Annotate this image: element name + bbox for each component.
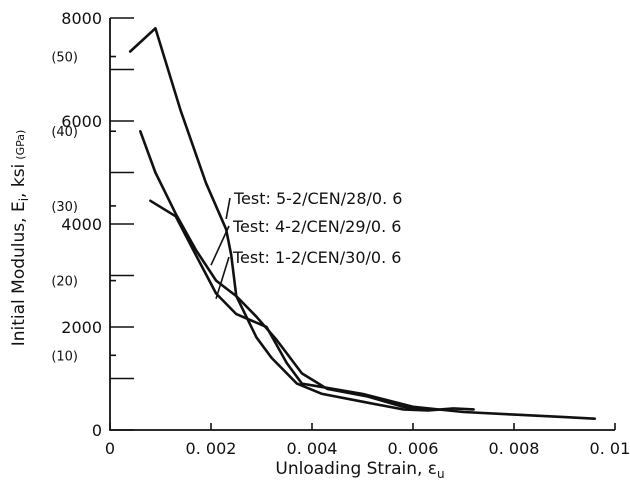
y-secondary-tick-label: (30) [51,200,78,215]
y-axis-title-unit: , ksi [9,164,29,198]
series-line-2 [139,130,430,411]
y-tick-label: 0 [92,421,102,440]
axes: 0 2000 4000 6000 8000 (10) (20) (30) (40) (50) 0 0.… [51,9,630,458]
y-axis-title-secondary-unit: (GPa) [14,130,27,160]
x-axis-title: Unloading Strain, εu [275,459,444,481]
series-line-1 [128,27,475,412]
x-tick-label: 0. 004 [287,439,338,458]
y-axis-title-sub: i [17,198,31,201]
x-tick-label: 0. 006 [388,439,439,458]
annotation-leader-1 [225,197,231,219]
annotation-label-3: Test: 1-2/CEN/30/0. 6 [232,248,401,267]
annotation-leader-2 [210,225,230,266]
annotation-layer: Test: 5-2/CEN/28/0. 6 Test: 4-2/CEN/29/0.… [210,189,402,299]
annotation-label-2: Test: 4-2/CEN/29/0. 6 [232,217,401,236]
x-axis-title-sub: u [437,467,445,481]
y-secondary-tick-label: (10) [51,349,78,364]
y-axis-title: Initial Modulus, Ei, ksi (GPa) [9,130,31,347]
y-tick-label: 2000 [61,318,102,337]
y-tick-label: 6000 [61,112,102,131]
series-line-3 [149,199,597,420]
series-layer [128,27,597,420]
x-tick-label: 0. 002 [186,439,237,458]
y-secondary-tick-label: (20) [51,275,78,290]
y-axis-title-main: Initial Modulus, E [9,201,29,346]
x-tick-label: 0. 008 [489,439,540,458]
x-tick-label: 0 [105,439,115,458]
y-tick-label: 8000 [61,9,102,28]
x-axis-title-main: Unloading Strain, ε [275,459,437,479]
y-tick-label: 4000 [61,215,102,234]
annotation-label-1: Test: 5-2/CEN/28/0. 6 [233,189,402,208]
y-secondary-tick-label: (40) [51,125,78,140]
y-secondary-tick-label: (50) [51,51,78,66]
annotation-leader-3 [215,256,230,299]
x-tick-label: 0. 010 [590,439,630,458]
